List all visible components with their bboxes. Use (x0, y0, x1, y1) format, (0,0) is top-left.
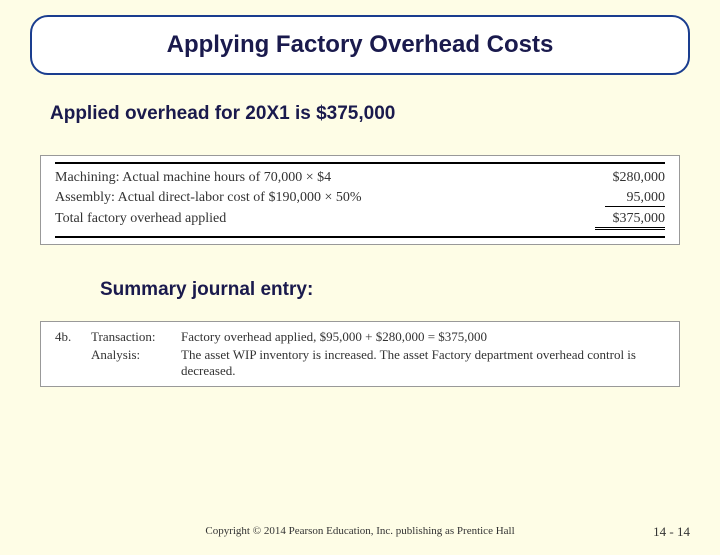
table-rule-top (55, 162, 665, 164)
table-row: Total factory overhead applied$375,000 (55, 209, 665, 232)
title-box: Applying Factory Overhead Costs (30, 15, 690, 75)
row-label: Machining: Actual machine hours of 70,00… (55, 170, 585, 186)
summary-heading: Summary journal entry: (100, 279, 690, 301)
copyright-footer: Copyright © 2014 Pearson Education, Inc.… (0, 525, 720, 537)
page-number: 14 - 14 (653, 524, 690, 540)
journal-label: Transaction: (91, 329, 181, 345)
table-row: Assembly: Actual direct-labor cost of $1… (55, 188, 665, 209)
journal-entry-box: 4b.Transaction:Factory overhead applied,… (40, 321, 680, 387)
journal-label: Analysis: (91, 347, 181, 379)
journal-number: 4b. (55, 329, 91, 345)
journal-text: The asset WIP inventory is increased. Th… (181, 347, 665, 379)
row-value: 95,000 (585, 190, 665, 207)
calculation-table: Machining: Actual machine hours of 70,00… (40, 155, 680, 245)
table-row: Machining: Actual machine hours of 70,00… (55, 168, 665, 188)
journal-number (55, 347, 91, 379)
table-rule-bottom (55, 236, 665, 238)
subtitle: Applied overhead for 20X1 is $375,000 (50, 103, 690, 125)
journal-row: 4b.Transaction:Factory overhead applied,… (55, 328, 665, 346)
journal-text: Factory overhead applied, $95,000 + $280… (181, 329, 665, 345)
row-label: Assembly: Actual direct-labor cost of $1… (55, 190, 585, 207)
row-value: $375,000 (585, 211, 665, 230)
row-label: Total factory overhead applied (55, 211, 585, 230)
row-value: $280,000 (585, 170, 665, 186)
journal-row: Analysis:The asset WIP inventory is incr… (55, 346, 665, 380)
slide-title: Applying Factory Overhead Costs (52, 31, 668, 59)
